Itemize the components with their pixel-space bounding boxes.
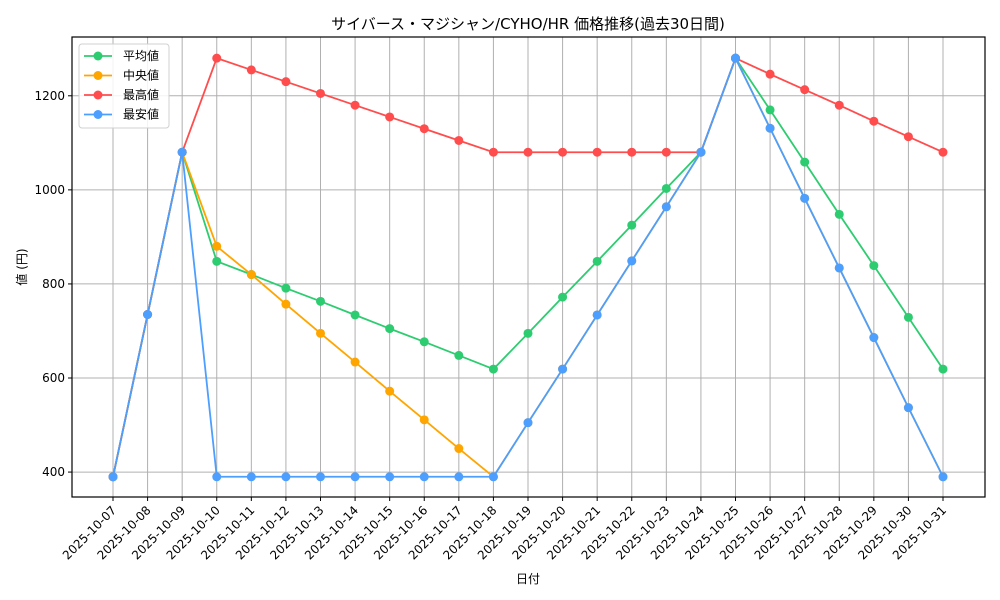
data-point xyxy=(281,472,291,482)
legend-entry: 最安値 xyxy=(84,107,159,122)
data-point xyxy=(350,472,360,482)
data-point xyxy=(938,364,948,374)
legend-entry: 中央値 xyxy=(84,68,159,83)
data-point xyxy=(627,147,637,157)
data-point xyxy=(177,147,187,157)
data-point xyxy=(800,85,810,95)
data-point xyxy=(765,69,775,79)
data-point xyxy=(869,116,879,126)
data-point xyxy=(454,350,464,360)
data-point xyxy=(385,472,395,482)
data-point xyxy=(903,403,913,413)
data-point xyxy=(488,364,498,374)
data-point xyxy=(488,472,498,482)
data-point xyxy=(454,472,464,482)
data-point xyxy=(592,256,602,266)
legend-marker-icon xyxy=(93,71,103,80)
legend-marker-icon xyxy=(93,90,103,100)
data-point xyxy=(419,337,429,347)
data-point xyxy=(903,312,913,322)
legend-marker-icon xyxy=(93,110,103,119)
data-point xyxy=(350,310,360,320)
data-point xyxy=(316,472,325,482)
data-point xyxy=(869,261,879,271)
data-point xyxy=(281,283,291,293)
y-tick-label: 1000 xyxy=(34,183,65,197)
data-point xyxy=(316,88,325,98)
data-point xyxy=(316,296,325,306)
data-point xyxy=(523,418,533,428)
data-point xyxy=(731,53,740,63)
legend-label: 平均値 xyxy=(123,48,159,63)
y-tick-label: 400 xyxy=(42,465,65,479)
data-point xyxy=(627,256,637,266)
data-point xyxy=(454,135,464,145)
data-point xyxy=(800,157,810,167)
y-tick-label: 1200 xyxy=(34,89,65,103)
data-point xyxy=(834,100,844,110)
y-tick-label: 800 xyxy=(42,277,65,291)
data-point xyxy=(834,209,844,219)
data-point xyxy=(246,65,256,75)
data-point xyxy=(661,147,671,157)
data-point xyxy=(696,147,706,157)
data-point xyxy=(419,415,429,425)
data-point xyxy=(212,241,222,251)
data-point xyxy=(143,310,153,320)
data-point xyxy=(938,147,948,157)
data-point xyxy=(558,364,568,374)
data-point xyxy=(834,263,844,273)
legend-marker-icon xyxy=(93,51,103,61)
data-point xyxy=(661,183,671,193)
data-series xyxy=(108,53,948,482)
data-point xyxy=(281,299,291,309)
legend-label: 最高値 xyxy=(123,87,159,102)
data-point xyxy=(246,472,256,482)
data-point xyxy=(765,123,775,133)
data-point xyxy=(938,472,948,482)
legend-entry: 最高値 xyxy=(84,87,159,102)
data-point xyxy=(592,310,602,320)
y-tick-label: 600 xyxy=(42,371,65,385)
data-point xyxy=(385,386,395,396)
y-axis-ticks: 400 600 800 1000 1200 xyxy=(34,89,72,479)
legend-label: 最安値 xyxy=(123,107,159,122)
data-point xyxy=(592,147,602,157)
data-point xyxy=(627,220,637,230)
y-axis-label: 値 (円) xyxy=(14,248,29,285)
data-point xyxy=(419,124,429,134)
data-point xyxy=(558,292,568,302)
data-point xyxy=(523,328,533,338)
data-point xyxy=(454,444,464,454)
data-point xyxy=(903,132,913,142)
data-point xyxy=(419,472,429,482)
data-point xyxy=(558,147,568,157)
data-point xyxy=(385,324,395,334)
data-point xyxy=(108,472,118,482)
chart-title: サイバース・マジシャン/CYHO/HR 価格推移(過去30日間) xyxy=(331,15,725,33)
x-axis-label: 日付 xyxy=(516,572,540,586)
data-point xyxy=(765,105,775,115)
data-point xyxy=(350,357,360,367)
legend-box xyxy=(78,43,170,129)
data-point xyxy=(523,147,533,157)
data-point xyxy=(246,270,256,280)
legend-label: 中央値 xyxy=(123,68,159,83)
series-最安値 xyxy=(108,53,948,482)
data-point xyxy=(212,53,222,63)
data-point xyxy=(350,100,360,110)
data-point xyxy=(316,328,325,338)
data-point xyxy=(212,472,222,482)
legend-entry: 平均値 xyxy=(84,48,159,63)
data-point xyxy=(281,77,291,87)
data-point xyxy=(869,333,879,343)
data-point xyxy=(385,112,395,122)
data-point xyxy=(212,256,222,266)
data-point xyxy=(488,147,498,157)
data-point xyxy=(661,202,671,212)
data-point xyxy=(800,193,810,203)
